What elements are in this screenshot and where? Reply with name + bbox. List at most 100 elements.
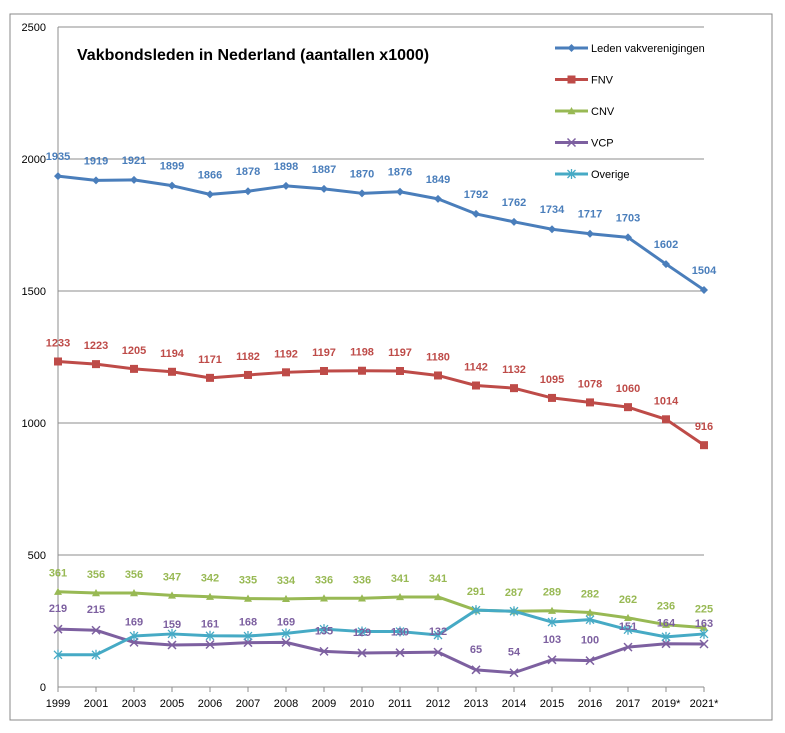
- x-tick-label: 2014: [502, 698, 526, 710]
- legend-label-overige: Overige: [591, 169, 630, 181]
- data-point-leden-vakverenigingen: [662, 260, 670, 269]
- data-label-fnv: 1194: [160, 348, 185, 360]
- data-label-leden-vakverenigingen: 1898: [274, 161, 298, 173]
- data-point-leden-vakverenigingen: [396, 187, 404, 196]
- y-tick-label: 0: [40, 682, 46, 694]
- data-point-fnv: [282, 368, 290, 377]
- data-point-overige: [661, 631, 671, 642]
- data-point-leden-vakverenigingen: [54, 172, 62, 181]
- data-label-vcp: 54: [508, 647, 521, 659]
- data-label-vcp: 100: [581, 635, 599, 647]
- y-tick-label: 2500: [22, 22, 46, 34]
- data-label-cnv: 287: [505, 587, 523, 599]
- data-point-vcp: [129, 637, 139, 647]
- data-label-cnv: 342: [201, 573, 219, 585]
- data-point-cnv: [358, 594, 366, 602]
- legend-marker-overige: [567, 169, 576, 179]
- x-tick-label: 2011: [388, 698, 412, 710]
- data-label-cnv: 262: [619, 594, 637, 606]
- x-tick-label: 2001: [84, 698, 108, 710]
- data-point-fnv: [662, 415, 670, 424]
- data-label-leden-vakverenigingen: 1887: [312, 164, 336, 176]
- data-point-overige: [471, 605, 481, 616]
- data-label-leden-vakverenigingen: 1878: [236, 166, 260, 178]
- data-label-cnv: 334: [277, 575, 296, 587]
- data-point-overige: [319, 624, 329, 635]
- data-label-cnv: 225: [695, 604, 713, 616]
- data-label-cnv: 282: [581, 589, 599, 601]
- series-lines: [53, 172, 709, 678]
- data-label-fnv: 1142: [464, 362, 488, 374]
- data-label-fnv: 1197: [312, 347, 336, 359]
- data-label-vcp: 151: [619, 621, 637, 633]
- data-point-vcp: [357, 648, 367, 658]
- legend-marker-leden-vakverenigingen: [567, 44, 576, 52]
- series-line-vcp: [57, 627, 705, 675]
- x-tick-label: 2003: [122, 698, 146, 710]
- data-label-vcp: 169: [277, 616, 295, 628]
- y-tick-label: 1500: [22, 286, 46, 298]
- data-point-cnv: [244, 594, 252, 602]
- x-tick-label: 2007: [236, 698, 260, 710]
- data-point-overige: [243, 631, 253, 642]
- data-point-fnv: [624, 403, 632, 412]
- data-label-cnv: 356: [87, 569, 105, 581]
- data-label-cnv: 361: [49, 568, 67, 580]
- data-point-leden-vakverenigingen: [624, 233, 632, 242]
- data-label-vcp: 219: [49, 603, 67, 615]
- data-point-leden-vakverenigingen: [168, 181, 176, 190]
- x-tick-label: 2009: [312, 698, 336, 710]
- data-point-overige: [547, 617, 557, 628]
- data-point-overige: [509, 606, 519, 617]
- data-point-overige: [699, 628, 709, 639]
- data-point-fnv: [358, 366, 366, 375]
- data-point-leden-vakverenigingen: [472, 209, 480, 218]
- data-label-vcp: 168: [239, 617, 257, 629]
- data-label-leden-vakverenigingen: 1870: [350, 168, 374, 180]
- data-point-cnv: [206, 592, 214, 600]
- y-tick-label: 2000: [22, 154, 46, 166]
- data-point-vcp: [243, 638, 253, 648]
- data-point-vcp: [471, 665, 481, 675]
- data-label-vcp: 161: [201, 618, 219, 630]
- data-label-cnv: 336: [353, 574, 371, 586]
- data-point-vcp: [395, 648, 405, 658]
- data-point-vcp: [91, 625, 101, 635]
- series-line-leden-vakverenigingen: [57, 174, 705, 292]
- data-point-vcp: [509, 668, 519, 678]
- data-point-fnv: [206, 373, 214, 382]
- data-label-leden-vakverenigingen: 1734: [540, 204, 565, 216]
- data-label-fnv: 916: [695, 421, 713, 433]
- data-point-fnv: [244, 370, 252, 379]
- data-point-fnv: [434, 371, 442, 380]
- x-tick-label: 1999: [46, 698, 70, 710]
- data-point-leden-vakverenigingen: [130, 175, 138, 184]
- data-point-fnv: [168, 367, 176, 376]
- data-point-fnv: [320, 366, 328, 375]
- data-label-leden-vakverenigingen: 1792: [464, 189, 488, 201]
- data-point-fnv: [54, 357, 62, 366]
- data-label-leden-vakverenigingen: 1876: [388, 167, 412, 179]
- data-label-fnv: 1233: [46, 337, 70, 349]
- data-point-leden-vakverenigingen: [510, 217, 518, 226]
- x-tick-label: 2021*: [690, 698, 719, 710]
- data-label-leden-vakverenigingen: 1602: [654, 239, 678, 251]
- data-point-leden-vakverenigingen: [320, 184, 328, 193]
- data-point-vcp: [433, 647, 443, 657]
- data-label-vcp: 169: [125, 616, 143, 628]
- data-point-overige: [53, 649, 63, 660]
- data-point-cnv: [396, 592, 404, 601]
- data-label-vcp: 163: [695, 618, 713, 630]
- data-point-overige: [205, 630, 215, 641]
- legend-label-fnv: FNV: [591, 75, 614, 87]
- data-point-overige: [395, 626, 405, 637]
- data-point-cnv: [282, 594, 290, 603]
- data-point-vcp: [585, 656, 595, 666]
- data-label-vcp: 159: [163, 619, 181, 631]
- series-line-fnv: [57, 359, 705, 447]
- data-point-cnv: [92, 589, 100, 597]
- data-point-vcp: [319, 646, 329, 656]
- data-labels: 1935 1919 1921 1899 1866 1878 1898 1887 1870 1876…: [46, 151, 717, 659]
- data-point-cnv: [624, 613, 632, 622]
- legend-label-vcp: VCP: [591, 138, 614, 150]
